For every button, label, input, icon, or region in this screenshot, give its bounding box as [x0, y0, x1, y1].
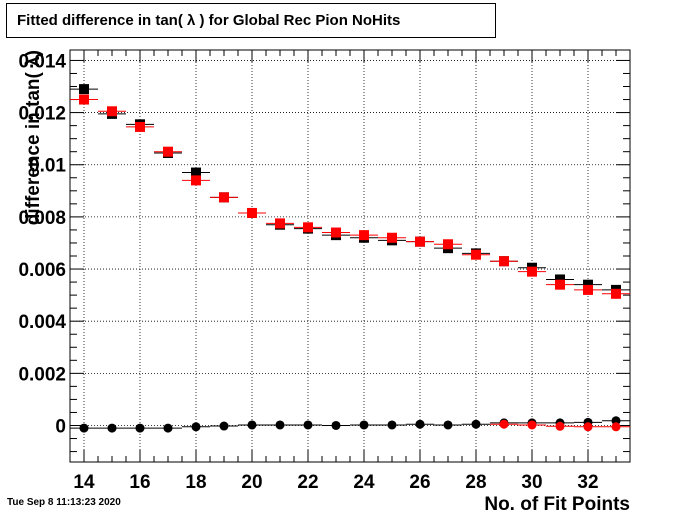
y-tick-label: 0.014: [18, 51, 66, 72]
data-point-circle: [583, 422, 593, 432]
data-point-circle: [303, 420, 313, 430]
data-point-square: [219, 192, 229, 203]
data-point-circle: [219, 421, 229, 431]
data-point-square: [79, 94, 89, 105]
data-point-square: [443, 239, 453, 250]
data-point-square: [275, 218, 285, 229]
title-box: Fitted difference in tan( λ ) for Global…: [6, 3, 496, 38]
timestamp: Tue Sep 8 11:13:23 2020: [7, 497, 121, 508]
x-axis-title: No. of Fit Points: [484, 494, 630, 514]
y-tick-labels: 0 0.002 0.004 0.006 0.008 0.01 0.012 0.014: [18, 51, 66, 437]
series-2: [70, 416, 630, 433]
data-point-square: [79, 84, 89, 95]
x-tick-label: 22: [297, 472, 318, 493]
data-point-circle: [359, 420, 369, 430]
data-point-square: [303, 222, 313, 233]
axis-ticks: [69, 50, 631, 462]
data-point-square: [247, 207, 257, 218]
data-point-square: [191, 167, 201, 178]
data-point-square: [107, 106, 117, 117]
x-tick-label: 16: [129, 472, 150, 493]
y-tick-label: 0.012: [18, 104, 66, 125]
grid-lines: [70, 50, 630, 462]
data-point-circle: [163, 423, 173, 433]
data-point-circle: [107, 423, 117, 433]
y-tick-label: 0.004: [18, 312, 66, 333]
x-tick-label: 30: [521, 472, 542, 493]
data-point-circle: [275, 420, 285, 430]
data-point-square: [555, 274, 565, 285]
data-point-circle: [387, 420, 397, 430]
y-tick-label: 0.01: [29, 156, 66, 177]
data-point-square: [135, 121, 145, 132]
data-point-square: [163, 146, 173, 157]
data-point-circle: [191, 422, 201, 432]
series-1: [70, 94, 630, 299]
data-point-square: [583, 284, 593, 295]
x-tick-labels: 14 16 18 20 22 24 26 28 30 32: [73, 472, 598, 493]
data-point-square: [359, 230, 369, 241]
data-point-circle: [611, 422, 621, 432]
series-3: [490, 419, 630, 432]
x-tick-label: 28: [465, 472, 486, 493]
data-point-square: [611, 288, 621, 299]
data-point-circle: [471, 419, 481, 429]
x-tick-label: 32: [577, 472, 598, 493]
data-point-circle: [555, 421, 565, 431]
x-tick-label: 14: [73, 472, 95, 493]
plot-frame: [69, 49, 631, 463]
data-point-square: [499, 256, 509, 267]
data-point-circle: [331, 420, 341, 430]
data-point-square: [331, 227, 341, 238]
series-markers: [70, 84, 630, 433]
data-point-circle: [135, 423, 145, 433]
data-point-square: [191, 175, 201, 186]
data-point-square: [555, 279, 565, 290]
y-axis-title: difference in tan( λ): [23, 50, 44, 225]
series-0: [70, 84, 630, 295]
data-point-square: [415, 236, 425, 247]
data-point-circle: [415, 419, 425, 429]
data-point-circle: [247, 420, 257, 430]
y-tick-label: 0: [55, 416, 66, 437]
data-point-square: [583, 279, 593, 290]
data-point-circle: [79, 423, 89, 433]
data-point-circle: [443, 420, 453, 430]
x-tick-label: 26: [409, 472, 430, 493]
x-tick-label: 20: [241, 472, 262, 493]
y-tick-label: 0.002: [18, 364, 66, 385]
y-tick-label: 0.008: [18, 208, 66, 229]
chart-title: Fitted difference in tan( λ ) for Global…: [17, 12, 401, 29]
y-tick-label: 0.006: [18, 260, 66, 281]
x-tick-label: 24: [353, 472, 375, 493]
data-point-circle: [499, 419, 509, 429]
data-point-square: [471, 249, 481, 260]
x-tick-label: 18: [185, 472, 206, 493]
data-point-square: [387, 232, 397, 243]
data-point-circle: [527, 420, 537, 430]
data-point-square: [527, 266, 537, 277]
